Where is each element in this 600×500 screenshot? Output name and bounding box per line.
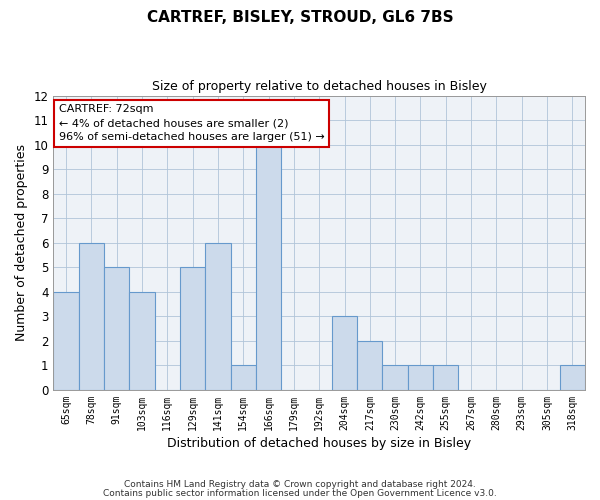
Y-axis label: Number of detached properties: Number of detached properties — [15, 144, 28, 341]
Bar — [382, 366, 408, 390]
Bar — [357, 341, 382, 390]
Bar — [230, 366, 256, 390]
Bar — [79, 243, 104, 390]
Bar — [332, 316, 357, 390]
Bar — [256, 144, 281, 390]
Bar — [560, 366, 585, 390]
Bar — [53, 292, 79, 390]
Title: Size of property relative to detached houses in Bisley: Size of property relative to detached ho… — [152, 80, 487, 93]
Bar — [180, 268, 205, 390]
Text: CARTREF, BISLEY, STROUD, GL6 7BS: CARTREF, BISLEY, STROUD, GL6 7BS — [146, 10, 454, 25]
Bar — [104, 268, 130, 390]
Bar — [130, 292, 155, 390]
X-axis label: Distribution of detached houses by size in Bisley: Distribution of detached houses by size … — [167, 437, 471, 450]
Bar — [433, 366, 458, 390]
Text: CARTREF: 72sqm
← 4% of detached houses are smaller (2)
96% of semi-detached hous: CARTREF: 72sqm ← 4% of detached houses a… — [59, 104, 325, 142]
Bar — [205, 243, 230, 390]
Text: Contains public sector information licensed under the Open Government Licence v3: Contains public sector information licen… — [103, 489, 497, 498]
Bar — [408, 366, 433, 390]
Text: Contains HM Land Registry data © Crown copyright and database right 2024.: Contains HM Land Registry data © Crown c… — [124, 480, 476, 489]
